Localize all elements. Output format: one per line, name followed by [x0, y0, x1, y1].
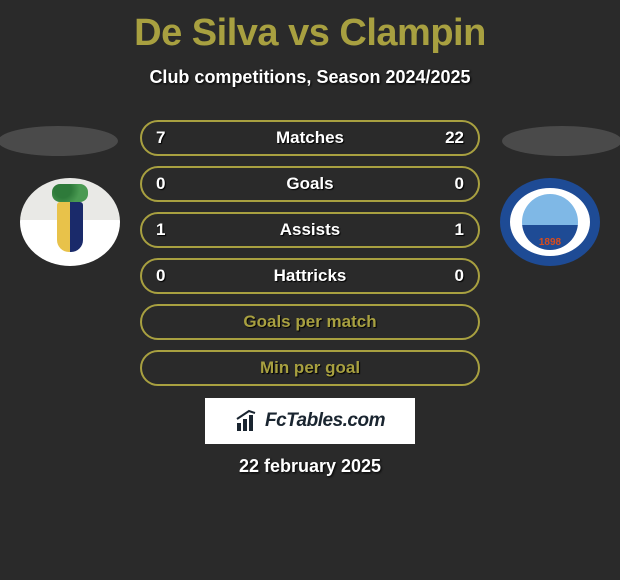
stat-assists-right: 1: [455, 220, 464, 240]
stat-row-mpg: Min per goal: [140, 350, 480, 386]
stat-assists-left: 1: [156, 220, 165, 240]
stat-goals-left: 0: [156, 174, 165, 194]
stat-goals-right: 0: [455, 174, 464, 194]
badge-left-accent-icon: [52, 184, 88, 202]
stat-row-matches: 7 Matches 22: [140, 120, 480, 156]
stat-matches-label: Matches: [276, 128, 344, 148]
chart-icon: [235, 409, 259, 433]
badge-left-stripe-icon: [57, 202, 83, 252]
date-label: 22 february 2025: [0, 456, 620, 477]
player-right-oval: [502, 126, 620, 156]
club-badge-left: [20, 178, 120, 266]
stat-row-hattricks: 0 Hattricks 0: [140, 258, 480, 294]
badge-right-bg: 1898: [500, 178, 600, 266]
fctables-label: FcTables.com: [265, 410, 385, 432]
stat-goals-label: Goals: [286, 174, 333, 194]
player-left-oval: [0, 126, 118, 156]
stat-hattricks-right: 0: [455, 266, 464, 286]
club-badge-right: 1898: [500, 178, 600, 266]
stat-hattricks-left: 0: [156, 266, 165, 286]
stat-matches-left: 7: [156, 128, 165, 148]
badge-left-bg: [20, 178, 120, 266]
stat-row-assists: 1 Assists 1: [140, 212, 480, 248]
stat-matches-right: 22: [445, 128, 464, 148]
stat-row-gpm: Goals per match: [140, 304, 480, 340]
fctables-watermark: FcTables.com: [205, 398, 415, 444]
stat-hattricks-label: Hattricks: [274, 266, 347, 286]
title: De Silva vs Clampin: [0, 0, 620, 55]
stat-mpg-label: Min per goal: [260, 358, 360, 378]
stat-row-goals: 0 Goals 0: [140, 166, 480, 202]
stats-container: 7 Matches 22 0 Goals 0 1 Assists 1 0 Hat…: [140, 120, 480, 396]
stat-gpm-label: Goals per match: [243, 312, 376, 332]
subtitle: Club competitions, Season 2024/2025: [0, 67, 620, 88]
stat-assists-label: Assists: [280, 220, 340, 240]
badge-right-year: 1898: [510, 237, 590, 248]
